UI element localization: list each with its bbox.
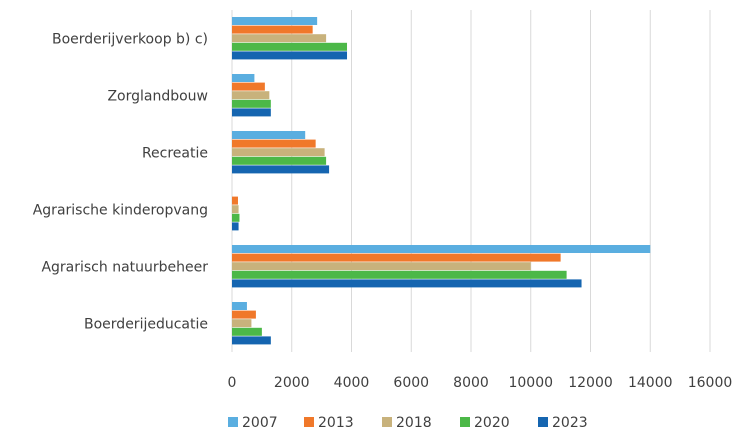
bar-2020 [232,156,327,165]
bar-2018 [232,262,531,271]
bar-2013 [232,25,313,34]
x-tick-label: 0 [228,375,237,391]
legend-swatch [538,417,548,427]
bar-2013 [232,82,265,91]
bar-2023 [232,165,330,174]
category-label: Recreatie [142,146,208,162]
bar-2007 [232,17,318,25]
x-tick-label: 8000 [453,375,489,391]
bar-2020 [232,213,240,222]
bar-2023 [232,222,239,231]
category-label: Boerderijeducatie [84,317,208,333]
legend-swatch [304,417,314,427]
bar-2007 [232,245,651,253]
bar-2020 [232,270,567,279]
x-axis-tick-labels: 0 2000 4000 6000 8000 10000 12000 14000 16000 [228,375,733,391]
legend-label: 2018 [396,415,432,431]
bar-2018 [232,34,327,43]
bar-2020 [232,99,271,108]
legend-swatch [382,417,392,427]
x-tick-label: 6000 [393,375,429,391]
category-label: Agrarische kinderopvang [33,203,208,219]
legend-label: 2020 [474,415,510,431]
bar-2013 [232,196,238,205]
category-label: Boerderijverkoop b) c) [52,32,208,48]
bar-2023 [232,108,271,117]
x-tick-label: 10000 [508,375,553,391]
bar-2007 [232,131,306,139]
x-tick-label: 16000 [688,375,733,391]
bar-2020 [232,327,262,336]
bar-2013 [232,310,256,319]
bar-2018 [232,319,252,328]
legend-label: 2023 [552,415,588,431]
category-label: Zorglandbouw [107,89,208,105]
bar-2013 [232,253,561,262]
bar-2023 [232,51,348,60]
x-tick-label: 2000 [274,375,310,391]
legend-label: 2013 [318,415,354,431]
bar-2023 [232,336,271,345]
legend-label: 2007 [242,415,278,431]
x-tick-label: 12000 [568,375,613,391]
legend: 2007 2013 2018 2020 2023 [228,415,588,431]
gridlines [231,10,711,352]
bar-2007 [232,302,247,310]
bar-2020 [232,42,348,51]
bar-2007 [232,74,255,82]
bar-2023 [232,279,582,288]
bar-2018 [232,91,270,100]
bars [232,17,651,345]
category-label: Agrarisch natuurbeheer [41,260,208,276]
x-tick-label: 4000 [334,375,370,391]
bar-2013 [232,139,316,148]
bar-2018 [232,148,325,157]
legend-swatch [228,417,238,427]
x-tick-label: 14000 [628,375,673,391]
bar-2018 [232,205,239,214]
legend-swatch [460,417,470,427]
category-labels: Boerderijverkoop b) c) Zorglandbouw Recrea… [33,32,209,333]
